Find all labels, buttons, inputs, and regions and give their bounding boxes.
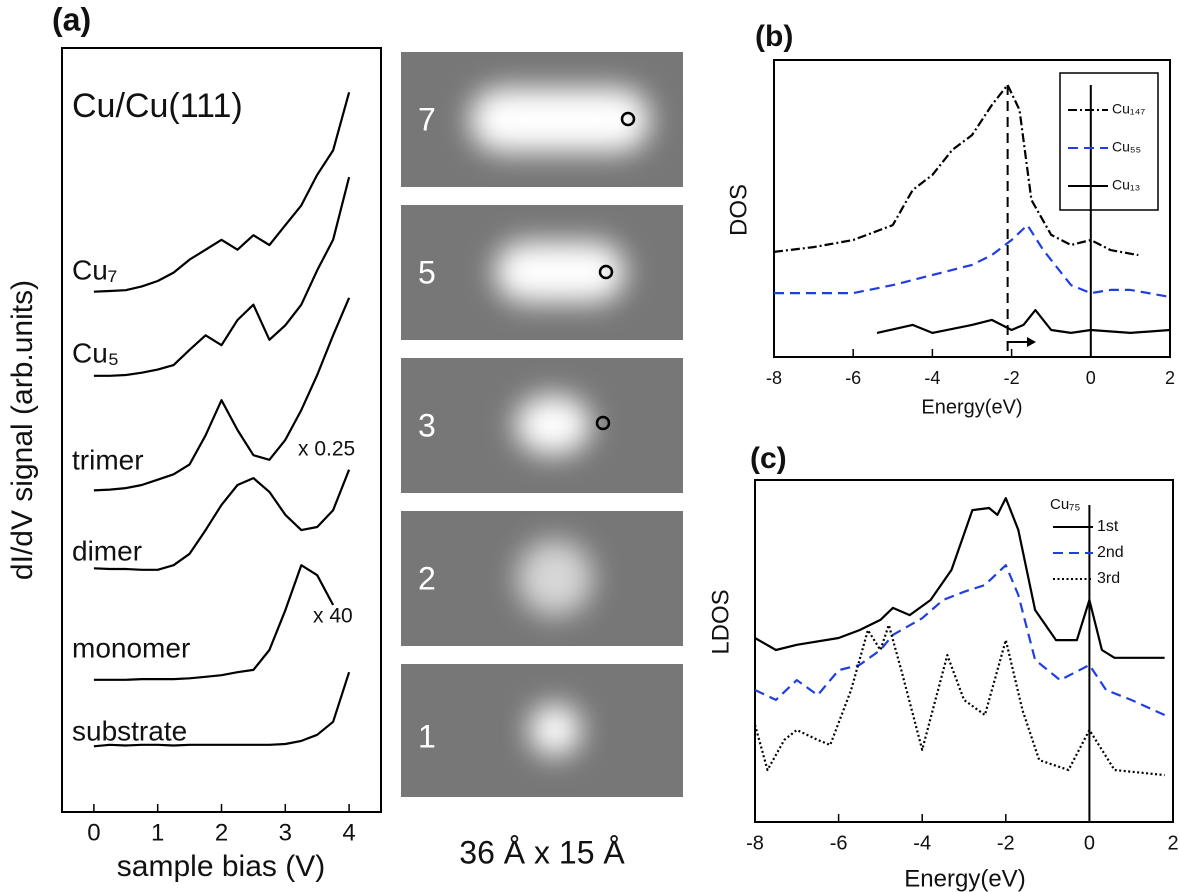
marker (620, 111, 636, 127)
image-panel: 1 (401, 664, 683, 797)
y-axis-label: dI/dV signal (arb.units) (6, 280, 39, 580)
marker (595, 415, 611, 431)
x-tick-label: 4 (342, 819, 355, 846)
x-tick-label: 0 (1084, 832, 1095, 854)
x-tick-label: -4 (913, 832, 931, 854)
image-feature (515, 395, 591, 455)
panel-label: (a) (52, 1, 91, 37)
legend-label: 3rd (1097, 570, 1120, 587)
panel-label: (b) (755, 20, 793, 53)
legend-box (1059, 72, 1159, 211)
panel-label: (c) (750, 442, 787, 475)
series-label: substrate (72, 715, 187, 746)
image-feature (495, 242, 625, 302)
y-axis-label: DOS (725, 184, 752, 236)
x-tick-label: 0 (1086, 368, 1096, 388)
legend-label: Cu₁₄₇ (1112, 101, 1145, 117)
image-feature (517, 540, 593, 616)
series-label: Cu₇ (72, 254, 117, 285)
series-line (773, 83, 1139, 257)
series-line (93, 297, 351, 492)
x-tick-label: 0 (87, 819, 100, 846)
image-label: 2 (418, 560, 436, 596)
x-tick-label: -6 (830, 832, 848, 854)
x-tick-label: -4 (924, 368, 940, 388)
series-line (876, 309, 1171, 334)
series-line (774, 224, 1171, 299)
x-tick-label: 2 (1165, 368, 1175, 388)
legend-label: 2nd (1097, 544, 1124, 561)
x-axis-label: sample bias (V) (117, 850, 325, 883)
annotation: x 0.25 (298, 438, 355, 461)
arrow-head (1027, 337, 1036, 347)
x-tick-label: 1 (151, 819, 164, 846)
series-label: Cu₅ (72, 337, 119, 368)
annotation: x 40 (313, 605, 353, 628)
series-line (93, 92, 351, 293)
plot-frame (61, 47, 382, 813)
marker (598, 264, 614, 280)
image-caption: 36 Å x 15 Å (459, 834, 625, 870)
annotation: Cu/Cu(111) (72, 87, 243, 125)
x-tick-label: -6 (845, 368, 861, 388)
x-tick-label: 3 (279, 819, 292, 846)
series-line (754, 564, 1166, 717)
x-tick-label: -2 (1004, 368, 1020, 388)
series-label: monomer (72, 632, 190, 663)
legend-title: Cu₇₅ (1050, 496, 1080, 513)
series-line (754, 497, 1165, 659)
image-panel: 7 (401, 52, 683, 187)
image-label: 5 (418, 254, 436, 290)
image-panel: 2 (401, 511, 683, 646)
series-line (753, 623, 1165, 777)
x-axis-label: Energy(eV) (921, 396, 1022, 418)
x-axis-label: Energy(eV) (904, 865, 1025, 892)
image-feature (529, 704, 581, 756)
legend-label: 1st (1097, 518, 1119, 535)
image-feature (470, 88, 650, 152)
series-label: trimer (72, 444, 144, 475)
image-panel: 5 (401, 205, 683, 340)
series-line (93, 564, 335, 681)
image-label: 7 (418, 101, 436, 137)
image-label: 1 (418, 718, 436, 754)
image-panel: 3 (401, 358, 683, 493)
series-line (93, 176, 351, 377)
legend-label: Cu₁₃ (1112, 177, 1140, 193)
x-tick-label: -2 (997, 832, 1015, 854)
x-tick-label: -8 (766, 368, 782, 388)
x-tick-label: 2 (1167, 832, 1178, 854)
x-tick-label: 2 (215, 819, 228, 846)
series-line (93, 469, 351, 571)
image-label: 3 (418, 407, 436, 443)
x-tick-label: -8 (746, 832, 764, 854)
y-axis-label: LDOS (707, 589, 734, 654)
plot-frame (754, 479, 1174, 823)
series-line (93, 671, 351, 748)
plot-frame (773, 59, 1171, 358)
legend-label: Cu₅₅ (1112, 139, 1141, 155)
series-label: dimer (72, 535, 142, 566)
